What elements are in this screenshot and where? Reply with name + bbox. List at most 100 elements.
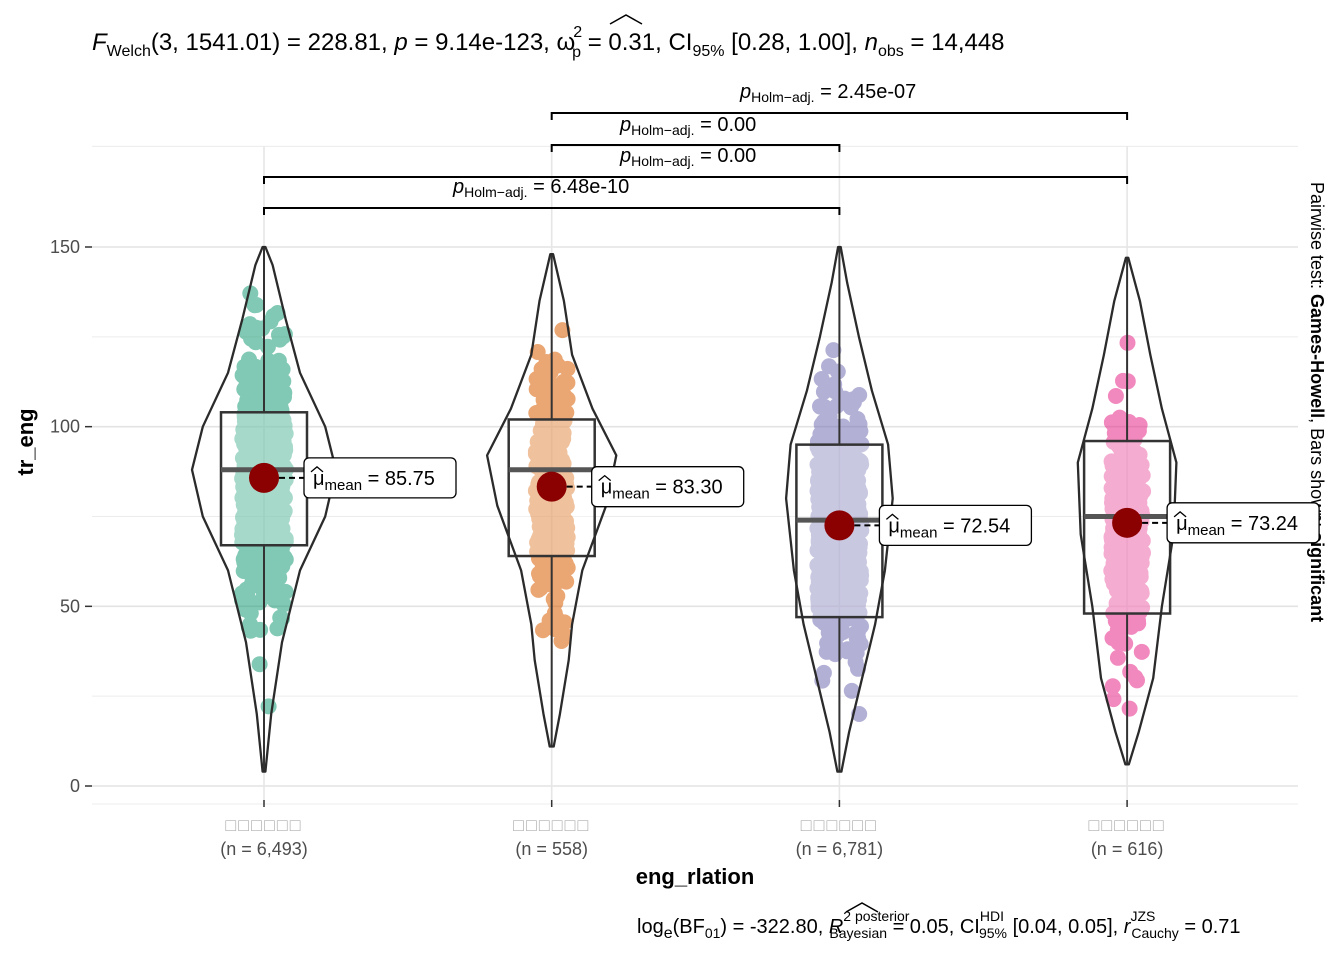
bracket-line <box>550 144 841 152</box>
x-tick-count: (n = 558) <box>515 839 588 859</box>
data-point <box>841 576 858 593</box>
data-point <box>1115 372 1131 389</box>
data-point <box>1129 607 1145 623</box>
mean-hat <box>310 466 324 473</box>
data-point <box>550 357 567 374</box>
bracket-line <box>550 112 1129 120</box>
x-axis-label: eng_rlation <box>636 864 755 889</box>
r2-hat <box>845 902 879 913</box>
data-point <box>275 328 292 345</box>
mean-point <box>249 462 279 493</box>
omega-hat <box>609 14 643 25</box>
data-point <box>1133 643 1150 660</box>
data-point <box>842 493 859 510</box>
data-point <box>277 530 294 547</box>
data-point <box>842 474 859 491</box>
data-point <box>1104 678 1121 695</box>
data-point <box>249 567 266 584</box>
group-2: μmean = 83.30 <box>485 253 745 748</box>
data-point <box>238 410 255 427</box>
data-point <box>1121 463 1138 480</box>
data-point <box>823 624 840 641</box>
data-point <box>1133 548 1150 565</box>
data-point <box>236 381 253 398</box>
pairwise-bracket: pHolm−adj. = 0.00 <box>263 145 1129 184</box>
data-point <box>275 596 292 613</box>
data-point <box>843 594 860 610</box>
data-point <box>827 383 844 400</box>
data-point <box>554 452 571 469</box>
violin <box>784 245 894 773</box>
data-point <box>842 399 859 416</box>
jitter-points <box>234 285 294 715</box>
data-point <box>241 499 258 516</box>
y-tick-label: 100 <box>50 417 80 437</box>
y-tick-label: 50 <box>60 596 80 616</box>
mean-point <box>824 510 855 541</box>
data-point <box>275 373 292 390</box>
group-3: μmean = 72.54 <box>784 245 1033 773</box>
data-point <box>812 531 829 548</box>
data-point <box>242 622 259 639</box>
pairwise-label: pHolm−adj. = 0.00 <box>619 114 756 138</box>
data-point <box>853 618 869 635</box>
data-point <box>250 450 267 467</box>
data-point <box>236 424 253 441</box>
data-point <box>829 590 846 607</box>
data-point <box>811 442 827 459</box>
data-point <box>850 630 867 647</box>
data-point <box>1131 485 1148 502</box>
data-point <box>234 526 250 543</box>
data-point <box>1122 663 1139 680</box>
violin <box>1076 256 1178 766</box>
data-point <box>1109 649 1126 666</box>
data-point <box>542 422 559 439</box>
data-point <box>818 481 835 498</box>
pairwise-test-label: Pairwise test: Games-Howell, Bars shown:… <box>1307 182 1327 622</box>
data-point <box>815 664 832 681</box>
data-point <box>1103 453 1120 470</box>
data-point <box>539 438 555 455</box>
group-4: μmean = 73.24 <box>1076 256 1320 766</box>
pairwise-label: pHolm−adj. = 0.00 <box>619 145 756 169</box>
data-point <box>237 398 254 415</box>
data-point <box>554 322 571 339</box>
pairwise-label: pHolm−adj. = 2.45e-07 <box>739 81 916 105</box>
group-1: μmean = 85.75 <box>190 245 457 773</box>
mean-label: μmean = 83.30 <box>601 477 723 503</box>
data-point <box>532 527 549 544</box>
data-point <box>531 510 548 527</box>
mean-point <box>536 471 567 502</box>
bracket-line <box>263 176 1129 184</box>
bracket-line <box>263 207 841 215</box>
jitter-points <box>1103 334 1152 717</box>
data-point <box>1126 431 1143 448</box>
mean-hat <box>885 513 899 520</box>
data-point <box>270 398 287 415</box>
x-tick-count: (n = 616) <box>1091 839 1164 859</box>
mean-label: μmean = 73.24 <box>1176 513 1298 539</box>
data-point <box>1116 578 1132 595</box>
x-tick-count: (n = 6,493) <box>220 839 308 859</box>
data-point <box>1105 691 1122 708</box>
y-tick-label: 150 <box>50 237 80 257</box>
x-tick-label: □□□□□□ <box>513 815 590 835</box>
data-point <box>255 410 272 427</box>
pairwise-label: pHolm−adj. = 6.48e-10 <box>452 176 629 200</box>
data-point <box>541 612 558 629</box>
data-point <box>813 371 830 387</box>
x-tick-count: (n = 6,781) <box>796 839 884 859</box>
data-point <box>843 682 860 699</box>
jitter-points <box>809 342 870 722</box>
data-point <box>815 464 832 481</box>
mean-label-box <box>303 457 457 499</box>
y-axis-label: tr_eng <box>13 408 38 475</box>
data-point <box>530 581 547 598</box>
data-point <box>1121 700 1138 717</box>
data-point <box>251 656 268 673</box>
bayes-caption: loge(BF01) = -322.80, R2 posterior Bayesi… <box>637 908 1241 942</box>
data-point <box>277 583 294 600</box>
mean-label-box <box>1166 502 1320 544</box>
